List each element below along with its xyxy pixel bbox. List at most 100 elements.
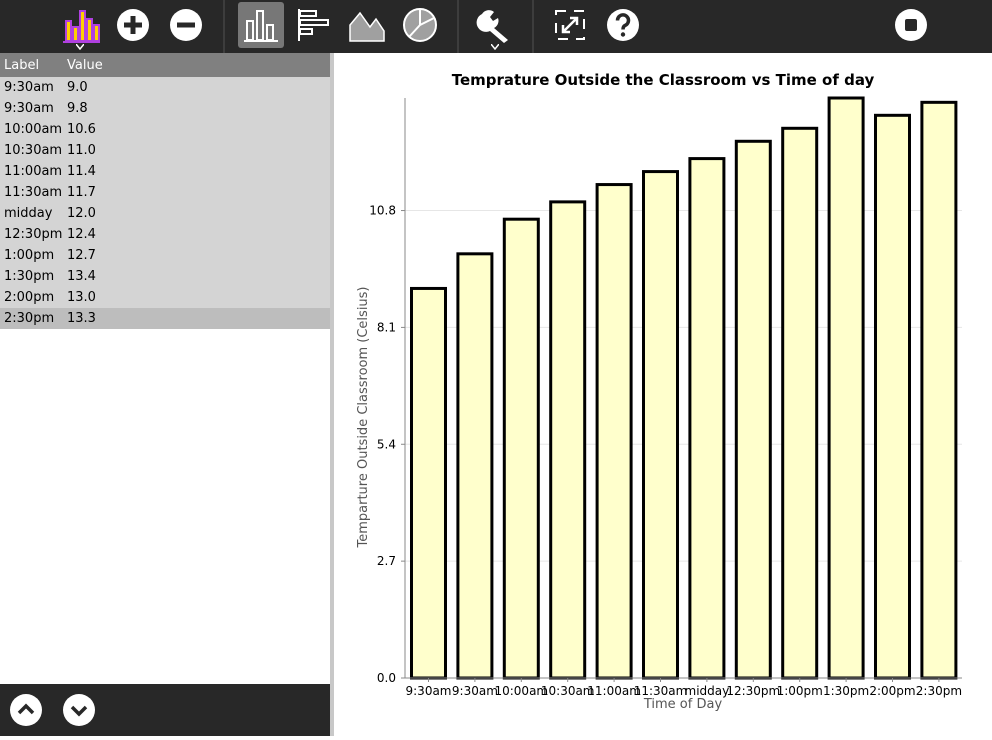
move-up-button[interactable] (9, 693, 43, 731)
row-value[interactable]: 12.0 (67, 206, 96, 221)
x-tick-label: 9:30am (406, 684, 452, 698)
remove-icon (170, 9, 202, 41)
table-row[interactable]: 12:30pm 12.4 (0, 224, 330, 245)
row-label[interactable]: 10:00am (4, 122, 63, 137)
table-row[interactable]: 11:00am 11.4 (0, 161, 330, 182)
table-row[interactable]: 9:30am 9.8 (0, 98, 330, 119)
table-row[interactable]: 11:30am 11.7 (0, 182, 330, 203)
vertical-bar-chart-button[interactable] (238, 2, 284, 48)
row-label[interactable]: 9:30am (4, 80, 54, 95)
row-value[interactable]: 13.3 (67, 311, 96, 326)
y-tick-label: 2.7 (377, 554, 396, 568)
row-value[interactable]: 9.0 (67, 80, 88, 95)
row-label[interactable]: 11:00am (4, 164, 63, 179)
table-row[interactable]: 2:30pm 13.3 (0, 308, 330, 329)
add-icon (117, 9, 149, 41)
table-row[interactable]: 2:00pm 13.0 (0, 287, 330, 308)
row-value[interactable]: 11.0 (67, 143, 96, 158)
row-label[interactable]: 11:30am (4, 185, 63, 200)
stop-button[interactable] (888, 2, 934, 48)
horizontal-bar-chart-button[interactable] (291, 2, 337, 48)
fullscreen-button[interactable] (547, 2, 593, 48)
bar[interactable] (920, 100, 958, 680)
bar[interactable] (595, 183, 633, 680)
table-row[interactable]: midday 12.0 (0, 203, 330, 224)
chart-title: Temprature Outside the Classroom vs Time… (452, 71, 875, 89)
row-label[interactable]: 12:30pm (4, 227, 63, 242)
row-value[interactable]: 11.7 (67, 185, 96, 200)
pie-chart-icon (403, 8, 437, 42)
table-row[interactable]: 10:00am 10.6 (0, 119, 330, 140)
row-value[interactable]: 9.8 (67, 101, 88, 116)
chevron-down-icon (491, 44, 499, 50)
remove-row-button[interactable] (163, 2, 209, 48)
chevron-down-icon (63, 694, 95, 726)
row-label[interactable]: 2:00pm (4, 290, 55, 305)
table-row[interactable]: 10:30am 11.0 (0, 140, 330, 161)
bar[interactable] (502, 217, 540, 680)
row-label[interactable]: 9:30am (4, 101, 54, 116)
row-label[interactable]: midday (4, 206, 53, 221)
row-value[interactable]: 12.4 (67, 227, 96, 242)
bottom-toolbar (0, 684, 330, 736)
help-button[interactable] (600, 2, 646, 48)
bar[interactable] (781, 126, 819, 680)
bar[interactable] (688, 157, 726, 680)
row-value[interactable]: 11.4 (67, 164, 96, 179)
chevron-up-icon (10, 694, 42, 726)
area-chart-button[interactable] (344, 2, 390, 48)
row-label[interactable]: 1:00pm (4, 248, 55, 263)
table-row[interactable]: 9:30am 9.0 (0, 77, 330, 98)
activity-chart-icon (63, 10, 100, 43)
row-value[interactable]: 13.0 (67, 290, 96, 305)
toolbar-separator (223, 0, 225, 53)
row-label[interactable]: 10:30am (4, 143, 63, 158)
x-tick-label: 1:30pm (823, 684, 869, 698)
bar[interactable] (549, 200, 587, 680)
add-row-button[interactable] (110, 2, 156, 48)
row-value[interactable]: 13.4 (67, 269, 96, 284)
stop-icon (895, 9, 927, 41)
bar[interactable] (456, 252, 494, 680)
table-row[interactable]: 1:30pm 13.4 (0, 266, 330, 287)
bar[interactable] (410, 286, 447, 680)
help-icon (607, 9, 639, 41)
table-header: Label Value (0, 53, 330, 77)
label-column-header[interactable]: Label (4, 57, 40, 73)
x-tick-label: midday (685, 684, 730, 698)
x-tick-label: 11:30am (634, 684, 688, 698)
bar[interactable] (734, 139, 772, 680)
activity-chart-button[interactable] (57, 2, 103, 50)
wrench-icon (476, 10, 508, 44)
x-axis-label: Time of Day (643, 697, 723, 712)
chart-panel: Temprature Outside the Classroom vs Time… (334, 53, 992, 736)
move-down-button[interactable] (62, 693, 96, 731)
y-tick-label: 5.4 (377, 437, 396, 451)
bar[interactable] (642, 170, 679, 680)
bar[interactable] (874, 113, 911, 680)
x-tick-label: 12:30pm (726, 684, 780, 698)
toolbar (0, 0, 992, 53)
settings-button[interactable] (472, 2, 518, 50)
row-value[interactable]: 10.6 (67, 122, 96, 137)
x-tick-label: 2:30pm (916, 684, 962, 698)
row-label[interactable]: 1:30pm (4, 269, 55, 284)
table-row[interactable]: 1:00pm 12.7 (0, 245, 330, 266)
bar[interactable] (827, 96, 865, 680)
toolbar-separator (457, 0, 459, 53)
x-tick-label: 10:30am (541, 684, 595, 698)
value-column-header[interactable]: Value (67, 57, 103, 73)
pie-chart-button[interactable] (397, 2, 443, 48)
line-area-chart-icon (349, 11, 385, 42)
y-axis-label: Temparture Outside Classroom (Celsius) (356, 286, 371, 548)
vertical-bar-chart-icon (244, 10, 278, 42)
panel-divider[interactable] (330, 53, 334, 736)
chevron-down-icon (76, 44, 84, 50)
row-value[interactable]: 12.7 (67, 248, 96, 263)
y-tick-label: 0.0 (377, 671, 396, 685)
row-label[interactable]: 2:30pm (4, 311, 55, 326)
data-table: Label Value 9:30am 9.0 9:30am 9.8 10:00am 10.… (0, 53, 330, 684)
fullscreen-icon (555, 10, 585, 40)
x-tick-label: 10:00am (494, 684, 548, 698)
x-tick-label: 2:00pm (869, 684, 915, 698)
